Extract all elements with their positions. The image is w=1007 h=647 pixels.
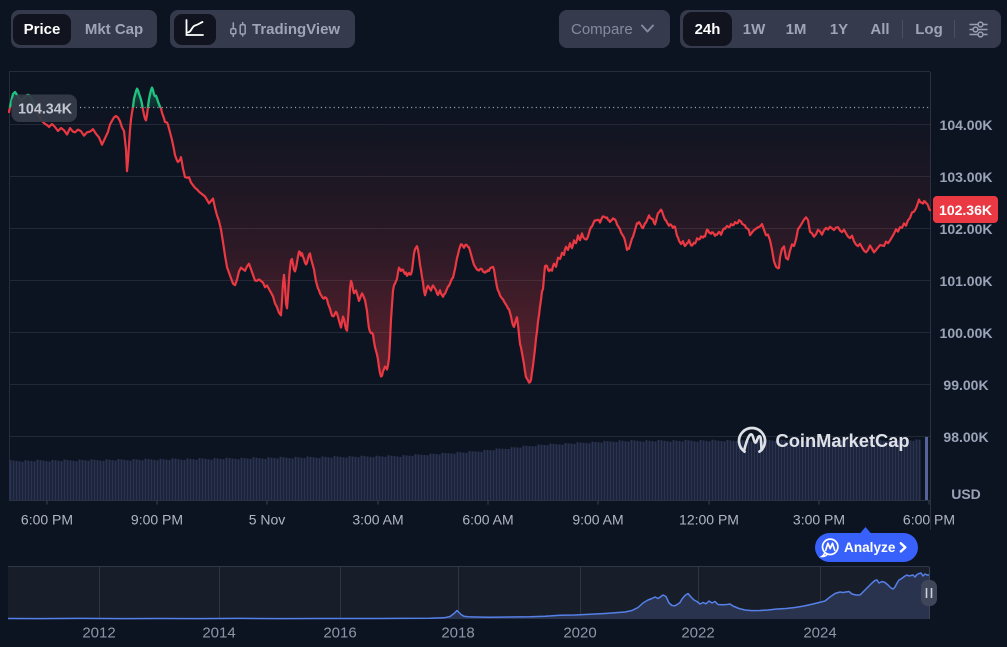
svg-text:12:00 PM: 12:00 PM <box>679 512 739 528</box>
svg-text:103.00K: 103.00K <box>940 169 993 185</box>
svg-text:98.00K: 98.00K <box>943 429 988 445</box>
svg-text:2024: 2024 <box>803 625 836 642</box>
svg-text:USD: USD <box>951 486 981 502</box>
svg-text:3:00 PM: 3:00 PM <box>793 512 845 528</box>
svg-text:102.00K: 102.00K <box>940 221 993 237</box>
svg-text:101.00K: 101.00K <box>940 273 993 289</box>
svg-text:102.36K: 102.36K <box>939 202 992 218</box>
svg-text:9:00 PM: 9:00 PM <box>131 512 183 528</box>
svg-text:9:00 AM: 9:00 AM <box>572 512 623 528</box>
svg-text:5 Nov: 5 Nov <box>249 512 286 528</box>
svg-text:CoinMarketCap: CoinMarketCap <box>776 430 910 451</box>
svg-text:Analyze: Analyze <box>844 540 896 555</box>
svg-text:2020: 2020 <box>563 625 596 642</box>
svg-text:6:00 PM: 6:00 PM <box>21 512 73 528</box>
svg-text:104.00K: 104.00K <box>940 117 993 133</box>
svg-text:2018: 2018 <box>441 625 474 642</box>
svg-text:6:00 PM: 6:00 PM <box>903 512 955 528</box>
svg-text:2012: 2012 <box>82 625 115 642</box>
svg-text:2022: 2022 <box>681 625 714 642</box>
svg-text:2014: 2014 <box>202 625 235 642</box>
svg-text:99.00K: 99.00K <box>943 377 988 393</box>
svg-text:2016: 2016 <box>323 625 356 642</box>
svg-text:104.34K: 104.34K <box>18 101 73 117</box>
svg-text:3:00 AM: 3:00 AM <box>352 512 403 528</box>
svg-text:6:00 AM: 6:00 AM <box>462 512 513 528</box>
svg-text:100.00K: 100.00K <box>940 325 993 341</box>
